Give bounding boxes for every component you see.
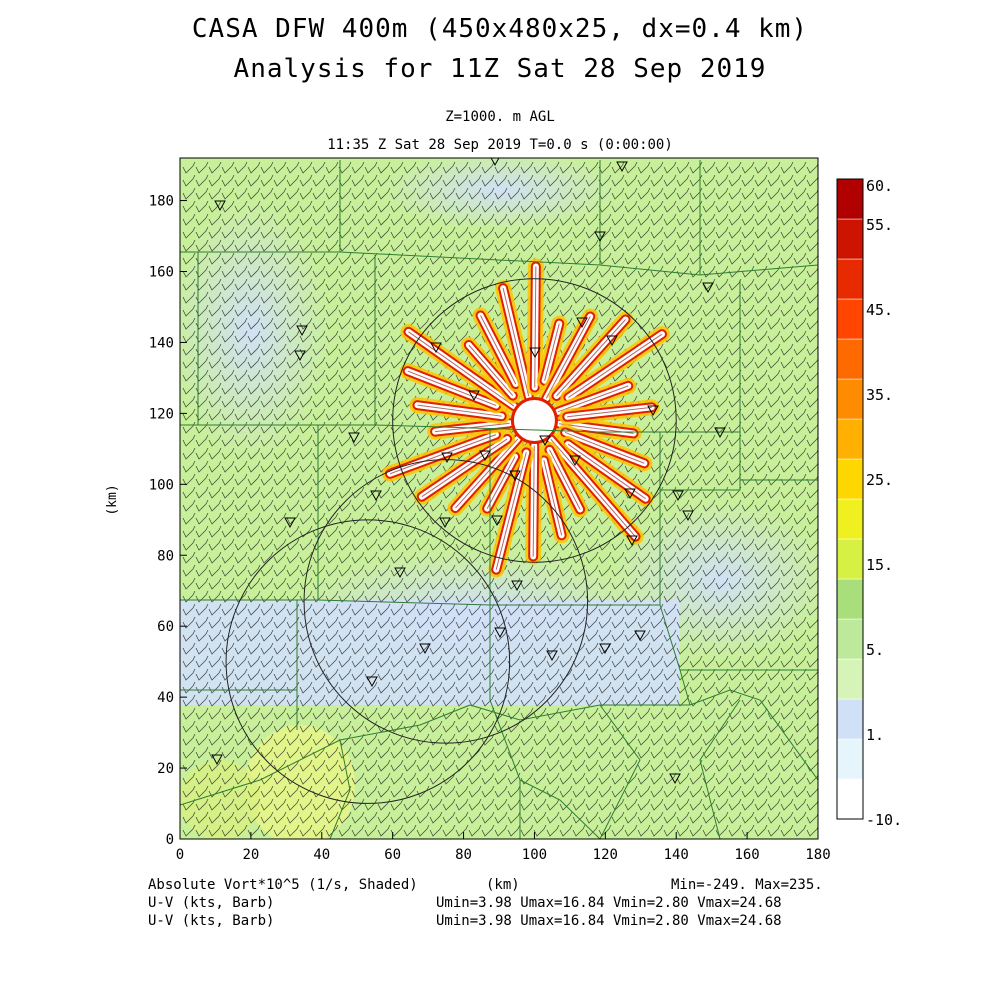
high-vorticity-zone	[180, 760, 260, 839]
colorbar-swatch	[836, 498, 864, 540]
title-line-2: Analysis for 11Z Sat 28 Sep 2019	[233, 54, 767, 84]
colorbar-label: 55.	[866, 216, 893, 234]
colorbar-frame	[836, 178, 864, 820]
radar-ring	[392, 278, 677, 563]
colorbar-swatch	[836, 418, 864, 460]
radar-ring	[225, 519, 511, 804]
colorbar: 60. 55. 45. 35. 25. 15. 5. 1. -10.	[836, 177, 902, 829]
colorbar-label: 25.	[866, 471, 893, 489]
y-tick-label: 120	[149, 406, 174, 422]
colorbar-swatch	[836, 538, 864, 580]
y-tick-label: 160	[149, 265, 174, 281]
x-tick-label: 0	[176, 847, 184, 863]
y-tick-label: 80	[157, 548, 174, 564]
barb-stats: Umin=3.98 Umax=16.84 Vmin=2.80 Vmax=24.6…	[436, 895, 782, 911]
colorbar-label: 60.	[866, 177, 893, 195]
valid-time-label: 11:35 Z Sat 28 Sep 2019 T=0.0 s (0:00:00…	[327, 137, 673, 153]
x-tick-label: 40	[313, 847, 330, 863]
county-boundaries	[180, 160, 818, 839]
min-max-label: Min=-249. Max=235.	[671, 877, 823, 893]
colorbar-swatch	[836, 618, 864, 660]
map-plot-area	[180, 158, 818, 839]
y-tick-label: 140	[149, 335, 174, 351]
y-axis-label: (km)	[105, 484, 120, 515]
x-tick-label: 100	[522, 847, 547, 863]
level-label: Z=1000. m AGL	[445, 109, 555, 125]
y-tick-label: 40	[157, 690, 174, 706]
colorbar-swatch	[836, 578, 864, 620]
colorbar-label: 5.	[866, 641, 884, 659]
colorbar-swatch	[836, 258, 864, 300]
colorbar-swatch	[836, 218, 864, 260]
barb-field-label-2: U-V (kts, Barb)	[148, 913, 275, 929]
colorbar-swatch	[836, 378, 864, 420]
colorbar-swatch	[836, 298, 864, 340]
y-tick-label: 20	[157, 761, 174, 777]
colorbar-label: -10.	[866, 811, 902, 829]
field-description: Absolute Vort*10^5 (1/s, Shaded)	[148, 877, 418, 893]
radar-site-markers	[211, 158, 726, 785]
barb-field-label: U-V (kts, Barb)	[148, 895, 275, 911]
x-tick-label: 60	[384, 847, 401, 863]
plot-frame	[179, 157, 819, 840]
low-vorticity-zone	[180, 200, 330, 460]
colorbar-swatch	[836, 338, 864, 380]
x-axis: 0 20 40 60 80 100 120 140 160 180	[176, 832, 831, 863]
y-axis: 0 20 40 60 80 100 120 140 160 180	[149, 194, 187, 848]
low-vorticity-zone	[380, 158, 620, 230]
y-tick-label: 0	[166, 832, 174, 848]
y-tick-label: 60	[157, 619, 174, 635]
colorbar-swatch	[836, 698, 864, 740]
x-tick-label: 20	[242, 847, 259, 863]
x-tick-label: 80	[455, 847, 472, 863]
x-tick-label: 180	[805, 847, 830, 863]
x-axis-label: (km)	[486, 877, 520, 893]
colorbar-swatch	[836, 178, 864, 220]
colorbar-swatch	[836, 738, 864, 780]
x-tick-label: 120	[593, 847, 618, 863]
x-tick-label: 140	[664, 847, 689, 863]
title-line-1: CASA DFW 400m (450x480x25, dx=0.4 km)	[191, 14, 809, 44]
x-tick-label: 160	[734, 847, 759, 863]
colorbar-swatch	[836, 658, 864, 700]
barb-stats-2: Umin=3.98 Umax=16.84 Vmin=2.80 Vmax=24.6…	[436, 913, 782, 929]
colorbar-label: 45.	[866, 301, 893, 319]
colorbar-label: 1.	[866, 726, 884, 744]
y-tick-label: 180	[149, 194, 174, 210]
colorbar-swatch	[836, 458, 864, 500]
colorbar-label: 35.	[866, 386, 893, 404]
colorbar-swatch	[836, 778, 864, 820]
y-tick-label: 100	[149, 477, 174, 493]
vorticity-streaks	[381, 258, 670, 578]
low-vorticity-zone	[290, 550, 650, 670]
colorbar-label: 15.	[866, 556, 893, 574]
high-vorticity-zone	[245, 725, 355, 839]
